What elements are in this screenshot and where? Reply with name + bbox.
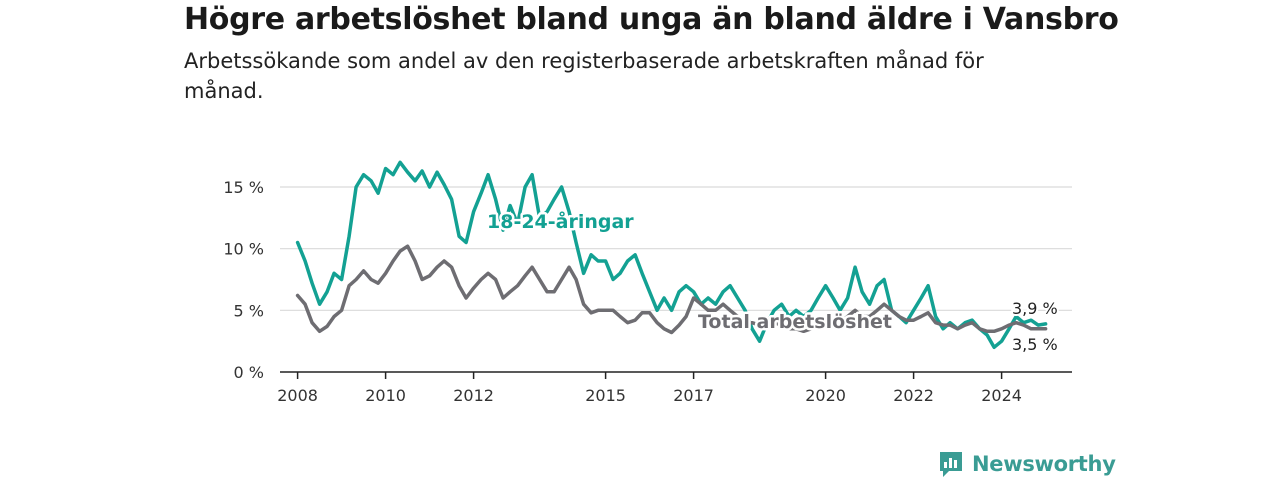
- brand-name: Newsworthy: [972, 452, 1116, 476]
- x-tick-label: 2008: [277, 386, 318, 405]
- total-end-value-label: 3,5 %: [1012, 335, 1058, 354]
- line-chart: 0 %5 %10 %15 % 2008 2010 2012 2015 2017 2020 2…: [223, 160, 1072, 405]
- total-series-label: Total arbetslöshet: [698, 311, 892, 333]
- youth-series-line: [295, 160, 1048, 350]
- x-tick-label: 2010: [365, 386, 406, 405]
- chart-title: Högre arbetslöshet bland unga än bland ä…: [184, 2, 1119, 37]
- brand-logo: Newsworthy: [938, 450, 1116, 478]
- x-tick-label: 2022: [893, 386, 934, 405]
- youth-series-label: 18-24-åringar: [487, 209, 634, 233]
- youth-end-value-label: 3,9 %: [1012, 299, 1058, 318]
- x-axis-ticks: 2008 2010 2012 2015 2017 2020 2022 2024: [277, 371, 1072, 405]
- y-tick-label: 5 %: [234, 301, 264, 320]
- y-axis-ticks: 0 % 5 % 10 % 15 %: [223, 178, 264, 382]
- y-tick-label: 10 %: [223, 240, 264, 259]
- x-tick-label: 2024: [981, 386, 1022, 405]
- x-tick-label: 2012: [453, 386, 494, 405]
- x-tick-label: 2020: [805, 386, 846, 405]
- chart-subtitle: Arbetssökande som andel av den registerb…: [184, 49, 984, 103]
- x-tick-label: 2015: [585, 386, 626, 405]
- total-series-line: [295, 244, 1048, 335]
- y-tick-label: 0 %: [234, 363, 264, 382]
- series-lines: [295, 160, 1048, 350]
- series-labels: 18-24-åringar Total arbetslöshet 3,9 % 3,5 …: [485, 207, 1060, 357]
- gridlines: [280, 186, 1072, 311]
- y-tick-label: 15 %: [223, 178, 264, 197]
- bar-chart-logo-icon: [940, 452, 962, 477]
- x-tick-label: 2017: [673, 386, 714, 405]
